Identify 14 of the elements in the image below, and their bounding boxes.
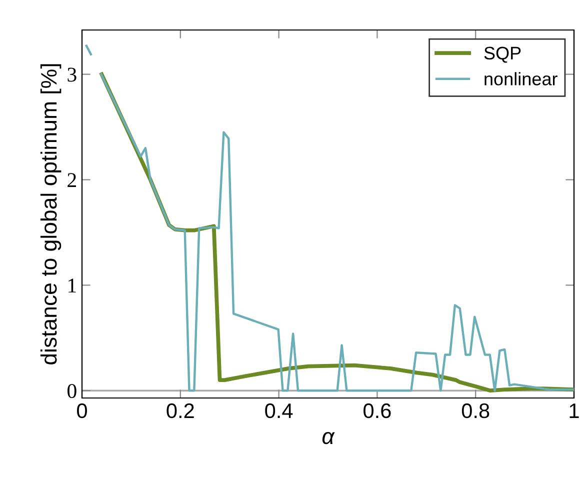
x-tick-label: 0.6 xyxy=(364,403,391,418)
y-tick-label: 1 xyxy=(68,278,76,292)
y-tick-label: 0 xyxy=(68,384,76,398)
legend-label: nonlinear xyxy=(484,72,558,86)
x-tick-label: 1 xyxy=(570,404,579,418)
x-tick-label: 0.8 xyxy=(462,403,490,418)
x-axis-title: α xyxy=(322,432,335,444)
y-tick-label: 2 xyxy=(68,173,76,187)
y-axis-title: distance to global optimum [%] xyxy=(40,64,62,364)
x-tick-label: 0 xyxy=(77,403,87,418)
x-tick-label: 0.4 xyxy=(265,403,293,418)
legend-label: SQP xyxy=(484,46,521,63)
x-tick-label: 0.2 xyxy=(166,403,194,418)
y-tick-label: 3 xyxy=(68,68,76,82)
